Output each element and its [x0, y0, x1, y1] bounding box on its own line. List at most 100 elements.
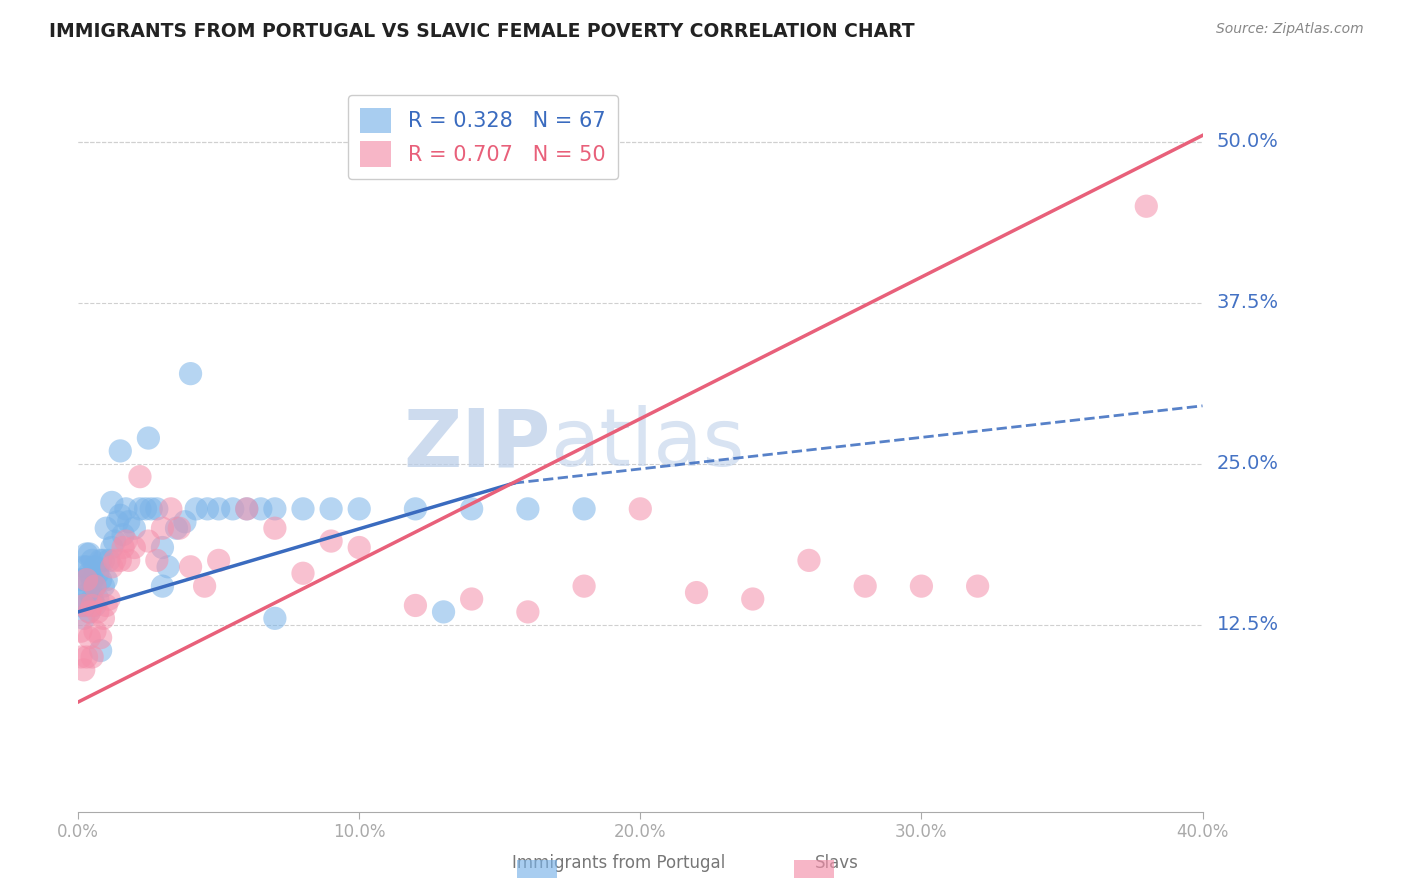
- Point: [110, 444, 132, 458]
- Point: [96, 521, 118, 535]
- Point: [129, 501, 152, 516]
- Point: [169, 521, 191, 535]
- Point: [115, 501, 138, 516]
- Point: [76, 573, 98, 587]
- Point: [84, 624, 107, 639]
- Point: [107, 515, 129, 529]
- Text: 50.0%: 50.0%: [1216, 132, 1278, 152]
- Point: [138, 431, 160, 445]
- Point: [76, 547, 98, 561]
- Point: [129, 469, 152, 483]
- Text: 37.5%: 37.5%: [1216, 293, 1278, 312]
- Point: [79, 631, 101, 645]
- Point: [222, 501, 245, 516]
- Text: Immigrants from Portugal: Immigrants from Portugal: [512, 855, 725, 872]
- Point: [101, 541, 124, 555]
- Point: [87, 592, 110, 607]
- Point: [124, 541, 146, 555]
- Point: [146, 501, 169, 516]
- Text: IMMIGRANTS FROM PORTUGAL VS SLAVIC FEMALE POVERTY CORRELATION CHART: IMMIGRANTS FROM PORTUGAL VS SLAVIC FEMAL…: [49, 22, 915, 41]
- Point: [118, 553, 141, 567]
- Point: [104, 553, 127, 567]
- Point: [101, 559, 124, 574]
- Point: [84, 579, 107, 593]
- Point: [98, 553, 121, 567]
- Point: [70, 573, 93, 587]
- Point: [152, 579, 174, 593]
- Point: [135, 501, 157, 516]
- Point: [82, 553, 104, 567]
- Point: [685, 585, 707, 599]
- Point: [236, 501, 259, 516]
- Point: [73, 663, 96, 677]
- Point: [910, 579, 932, 593]
- Text: Source: ZipAtlas.com: Source: ZipAtlas.com: [1216, 22, 1364, 37]
- Point: [87, 605, 110, 619]
- Point: [112, 541, 135, 555]
- Point: [118, 515, 141, 529]
- Text: 25.0%: 25.0%: [1216, 454, 1278, 474]
- Point: [79, 605, 101, 619]
- Point: [76, 599, 98, 613]
- Text: 12.5%: 12.5%: [1216, 615, 1278, 634]
- Point: [73, 592, 96, 607]
- Point: [347, 501, 370, 516]
- Point: [101, 495, 124, 509]
- Point: [460, 501, 482, 516]
- Point: [76, 559, 98, 574]
- Point: [90, 631, 112, 645]
- Point: [264, 501, 287, 516]
- Point: [152, 521, 174, 535]
- Point: [319, 501, 342, 516]
- Point: [82, 573, 104, 587]
- Text: atlas: atlas: [550, 406, 745, 483]
- Point: [146, 553, 169, 567]
- Point: [236, 501, 259, 516]
- Point: [347, 541, 370, 555]
- Point: [319, 534, 342, 549]
- Point: [152, 541, 174, 555]
- Point: [797, 553, 820, 567]
- Point: [250, 501, 273, 516]
- Point: [186, 501, 208, 516]
- Point: [82, 599, 104, 613]
- Point: [73, 559, 96, 574]
- Point: [516, 501, 538, 516]
- Point: [853, 579, 876, 593]
- Point: [208, 501, 231, 516]
- Point: [90, 573, 112, 587]
- Point: [292, 501, 315, 516]
- Point: [79, 605, 101, 619]
- Point: [180, 559, 202, 574]
- Point: [73, 573, 96, 587]
- Point: [1135, 199, 1157, 213]
- Point: [174, 515, 197, 529]
- Point: [112, 527, 135, 541]
- Point: [110, 553, 132, 567]
- Point: [84, 559, 107, 574]
- Point: [141, 501, 163, 516]
- Point: [76, 650, 98, 665]
- Point: [966, 579, 988, 593]
- Point: [90, 643, 112, 657]
- Point: [82, 592, 104, 607]
- Point: [93, 579, 115, 593]
- Point: [115, 534, 138, 549]
- Point: [264, 611, 287, 625]
- Point: [98, 592, 121, 607]
- Point: [84, 579, 107, 593]
- Point: [572, 579, 595, 593]
- Point: [628, 501, 651, 516]
- Point: [292, 566, 315, 581]
- Point: [194, 579, 217, 593]
- Y-axis label: Female Poverty: Female Poverty: [0, 380, 8, 508]
- Point: [180, 367, 202, 381]
- Point: [208, 553, 231, 567]
- Point: [90, 553, 112, 567]
- Point: [73, 611, 96, 625]
- Point: [70, 624, 93, 639]
- Point: [160, 501, 183, 516]
- Point: [79, 547, 101, 561]
- Point: [197, 501, 219, 516]
- Point: [516, 605, 538, 619]
